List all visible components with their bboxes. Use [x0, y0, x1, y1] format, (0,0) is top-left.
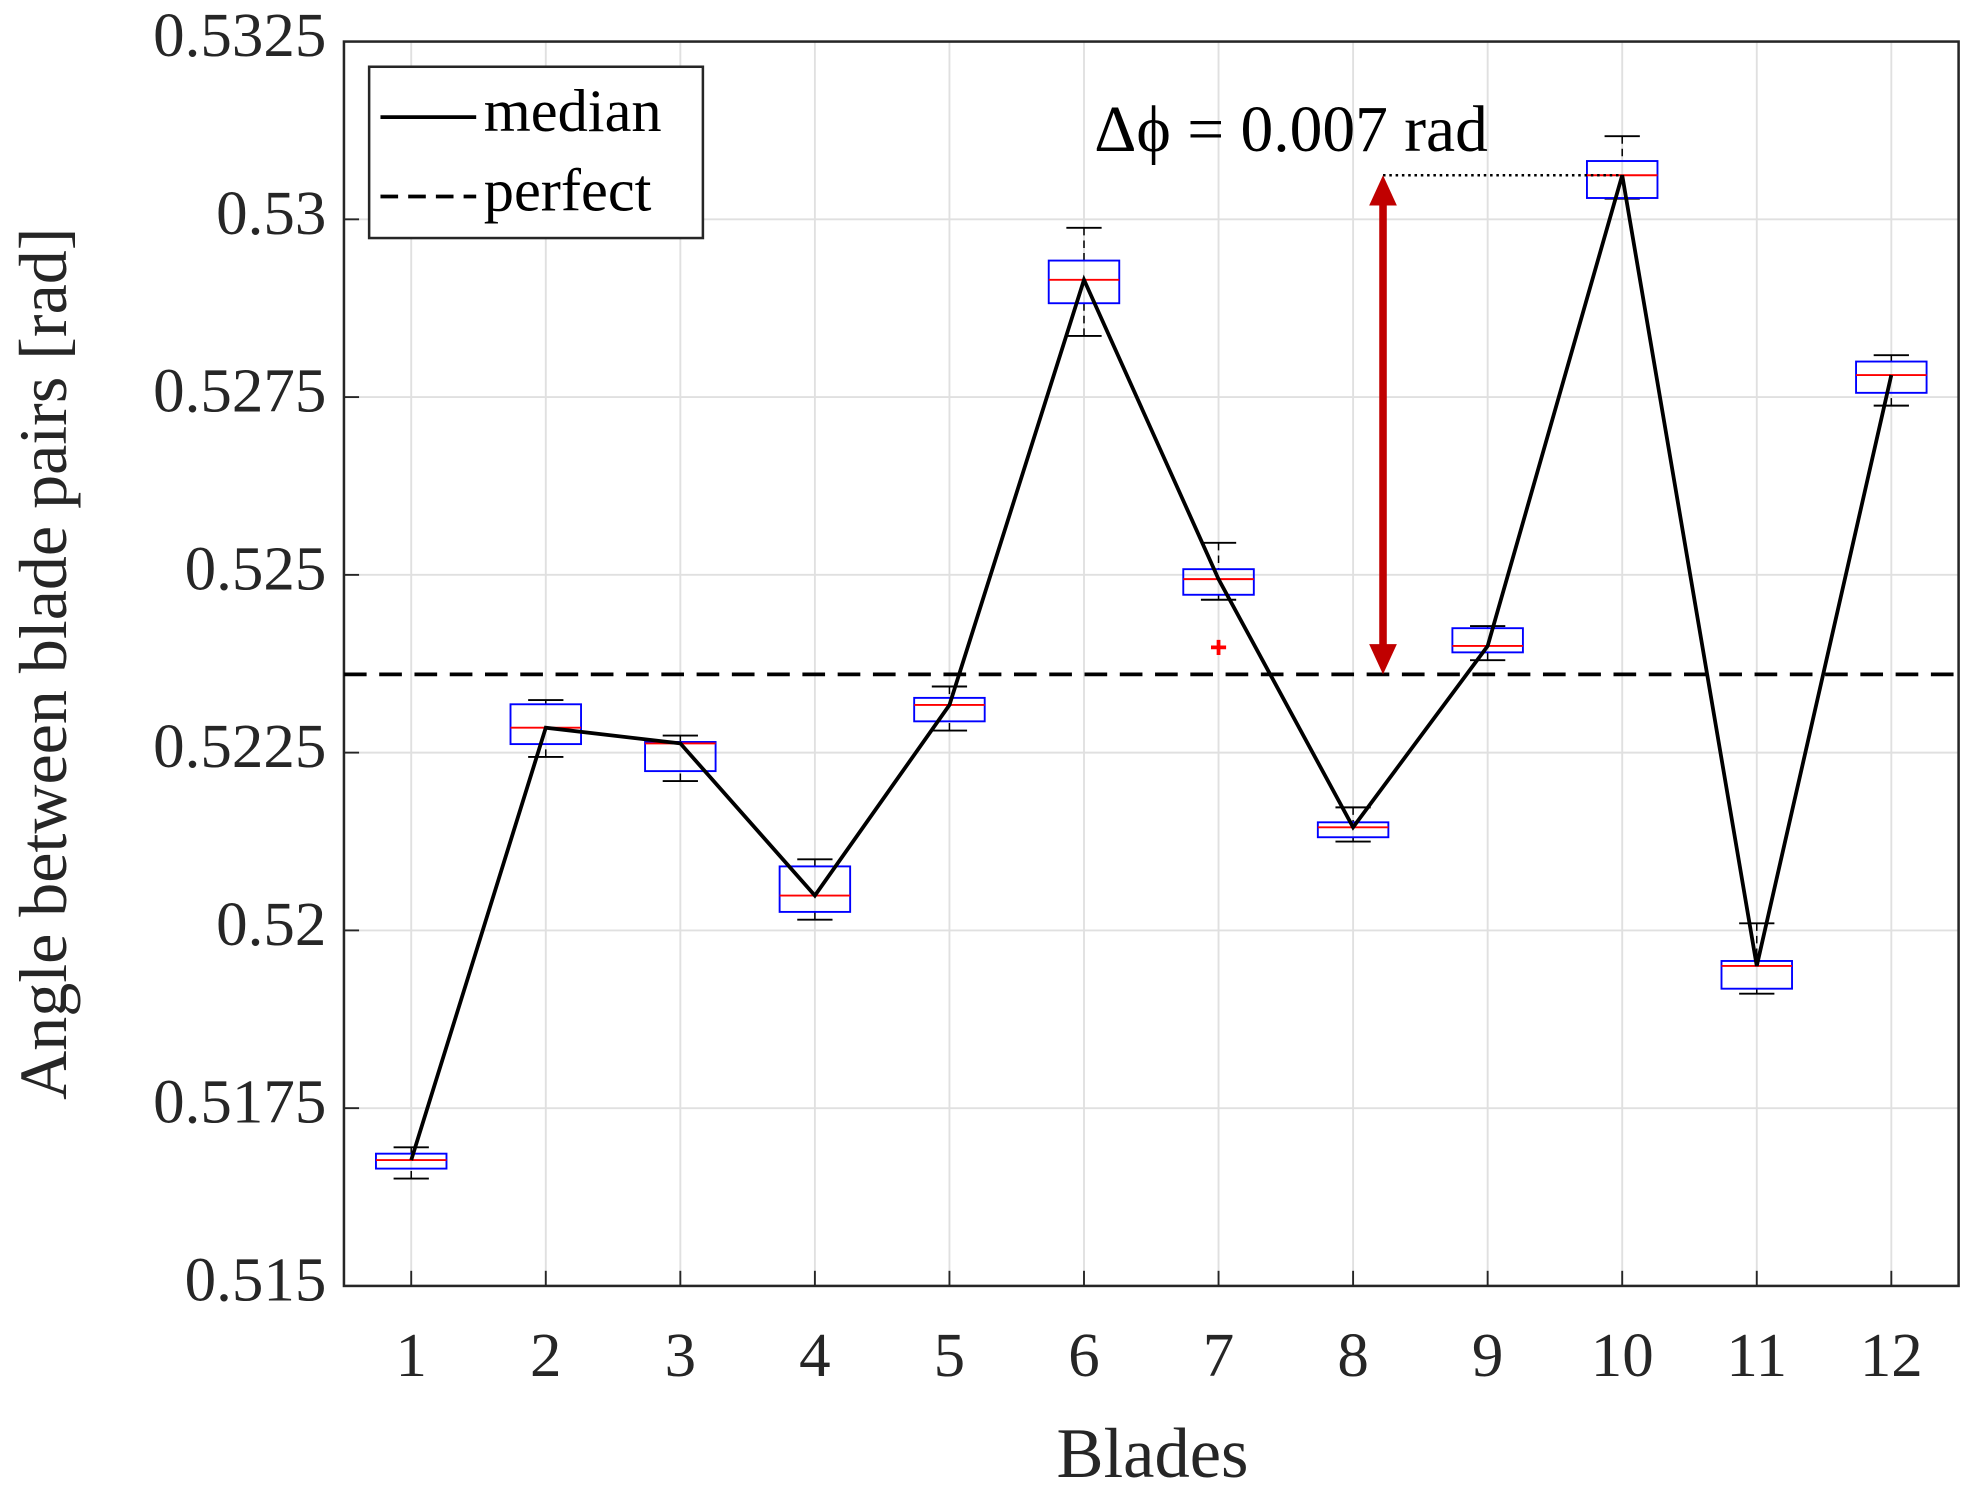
x-tick-label: 6	[1068, 1320, 1099, 1390]
legend-label: perfect	[484, 157, 652, 224]
x-tick-label: 8	[1337, 1320, 1368, 1390]
box	[913, 696, 986, 723]
x-tick-label: 9	[1472, 1320, 1503, 1390]
box	[375, 1152, 448, 1170]
y-tick-label: 0.525	[185, 533, 327, 603]
y-tick-label: 0.53	[216, 178, 326, 248]
annotation: Δϕ = 0.007 rad	[1094, 94, 1488, 166]
legend: median perfect	[367, 65, 705, 240]
x-tick-label: 12	[1860, 1320, 1923, 1390]
y-tick-label: 0.515	[185, 1244, 327, 1314]
box	[1047, 259, 1121, 305]
box	[1855, 360, 1928, 394]
box	[1316, 821, 1390, 839]
median-line	[409, 174, 1894, 1161]
box	[778, 865, 852, 913]
x-tick-label: 3	[665, 1320, 696, 1390]
x-tick-label: 2	[530, 1320, 561, 1390]
legend-label: median	[484, 78, 662, 145]
y-tick-label: 0.5225	[153, 711, 326, 781]
x-tick-label: 7	[1203, 1320, 1234, 1390]
y-tick-label: 0.5275	[153, 356, 326, 426]
x-tick-label: 5	[934, 1320, 965, 1390]
box	[509, 703, 582, 746]
y-tick-label: 0.5175	[153, 1067, 326, 1137]
y-tick-label: 0.5325	[153, 0, 326, 70]
arrow-head	[1369, 175, 1397, 206]
x-axis-label: Blades	[1057, 1415, 1249, 1493]
box	[1182, 568, 1255, 596]
legend-box	[367, 65, 705, 240]
box	[1585, 160, 1659, 199]
x-tick-label: 10	[1591, 1320, 1654, 1390]
box	[1451, 627, 1524, 654]
y-tick-label: 0.52	[216, 889, 326, 959]
arrow-head	[1369, 644, 1397, 675]
x-tick-label: 11	[1726, 1320, 1787, 1390]
plot-frame	[342, 40, 1960, 1288]
y-axis-label: Angle between blade pairs [rad]	[5, 228, 81, 1100]
outlier	[1210, 639, 1227, 655]
x-tick-label: 4	[799, 1320, 830, 1390]
x-tick-label: 1	[395, 1320, 426, 1390]
